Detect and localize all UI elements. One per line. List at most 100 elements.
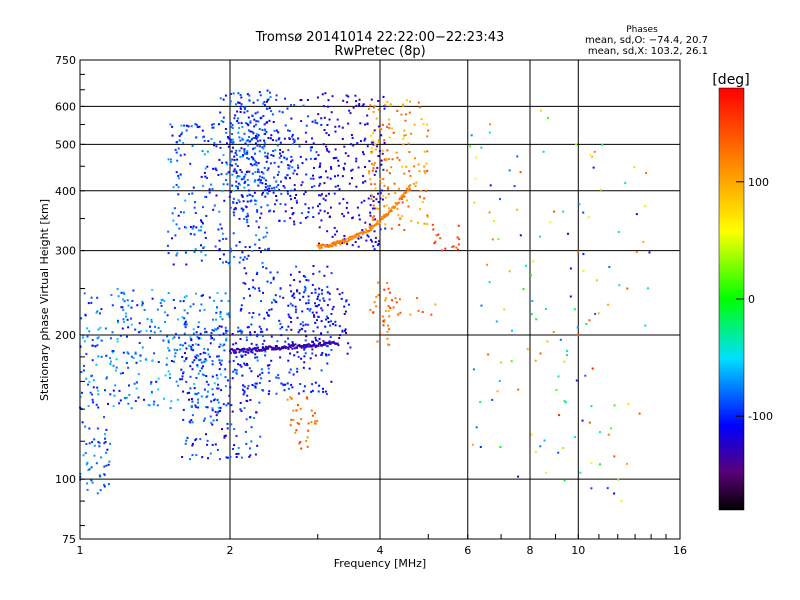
- data-point: [300, 418, 303, 421]
- data-point: [105, 377, 108, 380]
- data-point: [185, 295, 188, 297]
- data-point: [282, 296, 285, 299]
- data-point: [177, 214, 180, 217]
- data-point: [270, 335, 273, 338]
- data-point: [266, 311, 268, 314]
- data-point: [199, 358, 202, 361]
- data-point: [239, 94, 242, 96]
- data-point: [361, 104, 364, 107]
- data-point: [181, 344, 184, 347]
- data-point: [270, 308, 273, 311]
- data-point: [346, 352, 349, 355]
- data-point: [79, 395, 82, 398]
- data-point: [265, 131, 268, 134]
- data-point: [206, 176, 208, 179]
- data-point: [261, 335, 264, 337]
- data-point: [242, 154, 245, 157]
- data-point: [336, 118, 339, 121]
- data-point: [326, 362, 329, 365]
- data-point: [344, 328, 347, 331]
- data-point: [491, 398, 494, 401]
- data-point: [244, 152, 247, 155]
- data-point: [345, 300, 348, 303]
- data-point: [90, 296, 93, 299]
- data-point: [251, 195, 254, 198]
- data-point: [347, 237, 350, 240]
- data-point: [219, 343, 222, 346]
- data-point: [185, 347, 188, 350]
- data-point: [248, 455, 251, 458]
- data-point: [220, 227, 223, 230]
- data-point: [369, 238, 372, 241]
- data-point: [249, 416, 252, 419]
- data-point: [88, 330, 91, 333]
- data-point: [320, 246, 323, 249]
- data-point: [257, 162, 260, 165]
- data-point: [145, 329, 148, 332]
- data-point: [370, 98, 373, 101]
- data-point: [232, 351, 235, 354]
- data-point: [95, 311, 98, 314]
- data-point: [475, 426, 478, 429]
- data-point: [250, 350, 253, 353]
- data-point: [260, 171, 263, 174]
- data-point: [310, 409, 313, 412]
- data-point: [150, 320, 153, 323]
- data-point: [88, 427, 91, 430]
- data-point: [330, 167, 333, 170]
- data-point: [278, 346, 281, 349]
- data-point: [265, 347, 268, 350]
- data-point: [280, 154, 283, 157]
- x-tick-label: 8: [527, 544, 534, 557]
- data-point: [300, 184, 303, 187]
- data-point: [84, 313, 87, 316]
- data-point: [230, 190, 233, 193]
- data-point: [375, 198, 378, 201]
- data-point: [199, 353, 202, 355]
- data-point: [235, 369, 238, 372]
- data-point: [328, 216, 331, 218]
- data-point: [109, 442, 112, 445]
- data-point: [180, 124, 183, 127]
- data-point: [241, 251, 244, 254]
- data-point: [253, 146, 256, 149]
- data-point: [266, 188, 269, 191]
- data-point: [211, 123, 214, 126]
- data-point: [252, 279, 254, 282]
- data-point: [273, 186, 276, 189]
- data-point: [202, 419, 205, 422]
- data-point: [130, 306, 133, 309]
- data-point: [578, 203, 581, 206]
- data-point: [287, 387, 290, 390]
- data-point: [226, 163, 229, 166]
- data-point: [381, 123, 384, 126]
- data-point: [295, 265, 298, 268]
- data-point: [287, 337, 289, 340]
- data-point: [191, 442, 194, 445]
- data-point: [343, 313, 346, 315]
- data-point: [316, 96, 319, 99]
- data-point: [262, 266, 264, 268]
- data-point: [203, 246, 206, 248]
- data-point: [638, 412, 641, 415]
- data-point: [370, 147, 373, 150]
- data-point: [242, 393, 245, 396]
- data-point: [366, 122, 369, 125]
- data-point: [284, 347, 287, 350]
- data-point: [208, 296, 211, 299]
- data-point: [336, 240, 339, 243]
- data-point: [317, 315, 320, 318]
- data-point: [311, 120, 314, 123]
- data-point: [105, 464, 108, 467]
- data-point: [381, 216, 384, 219]
- data-point: [290, 321, 293, 323]
- data-point: [405, 113, 408, 116]
- data-point: [358, 218, 361, 221]
- data-point: [325, 148, 328, 151]
- data-point: [258, 401, 261, 404]
- data-point: [360, 140, 362, 143]
- data-point: [221, 318, 224, 321]
- data-point: [407, 185, 410, 188]
- data-point: [257, 375, 259, 378]
- data-point: [291, 342, 294, 345]
